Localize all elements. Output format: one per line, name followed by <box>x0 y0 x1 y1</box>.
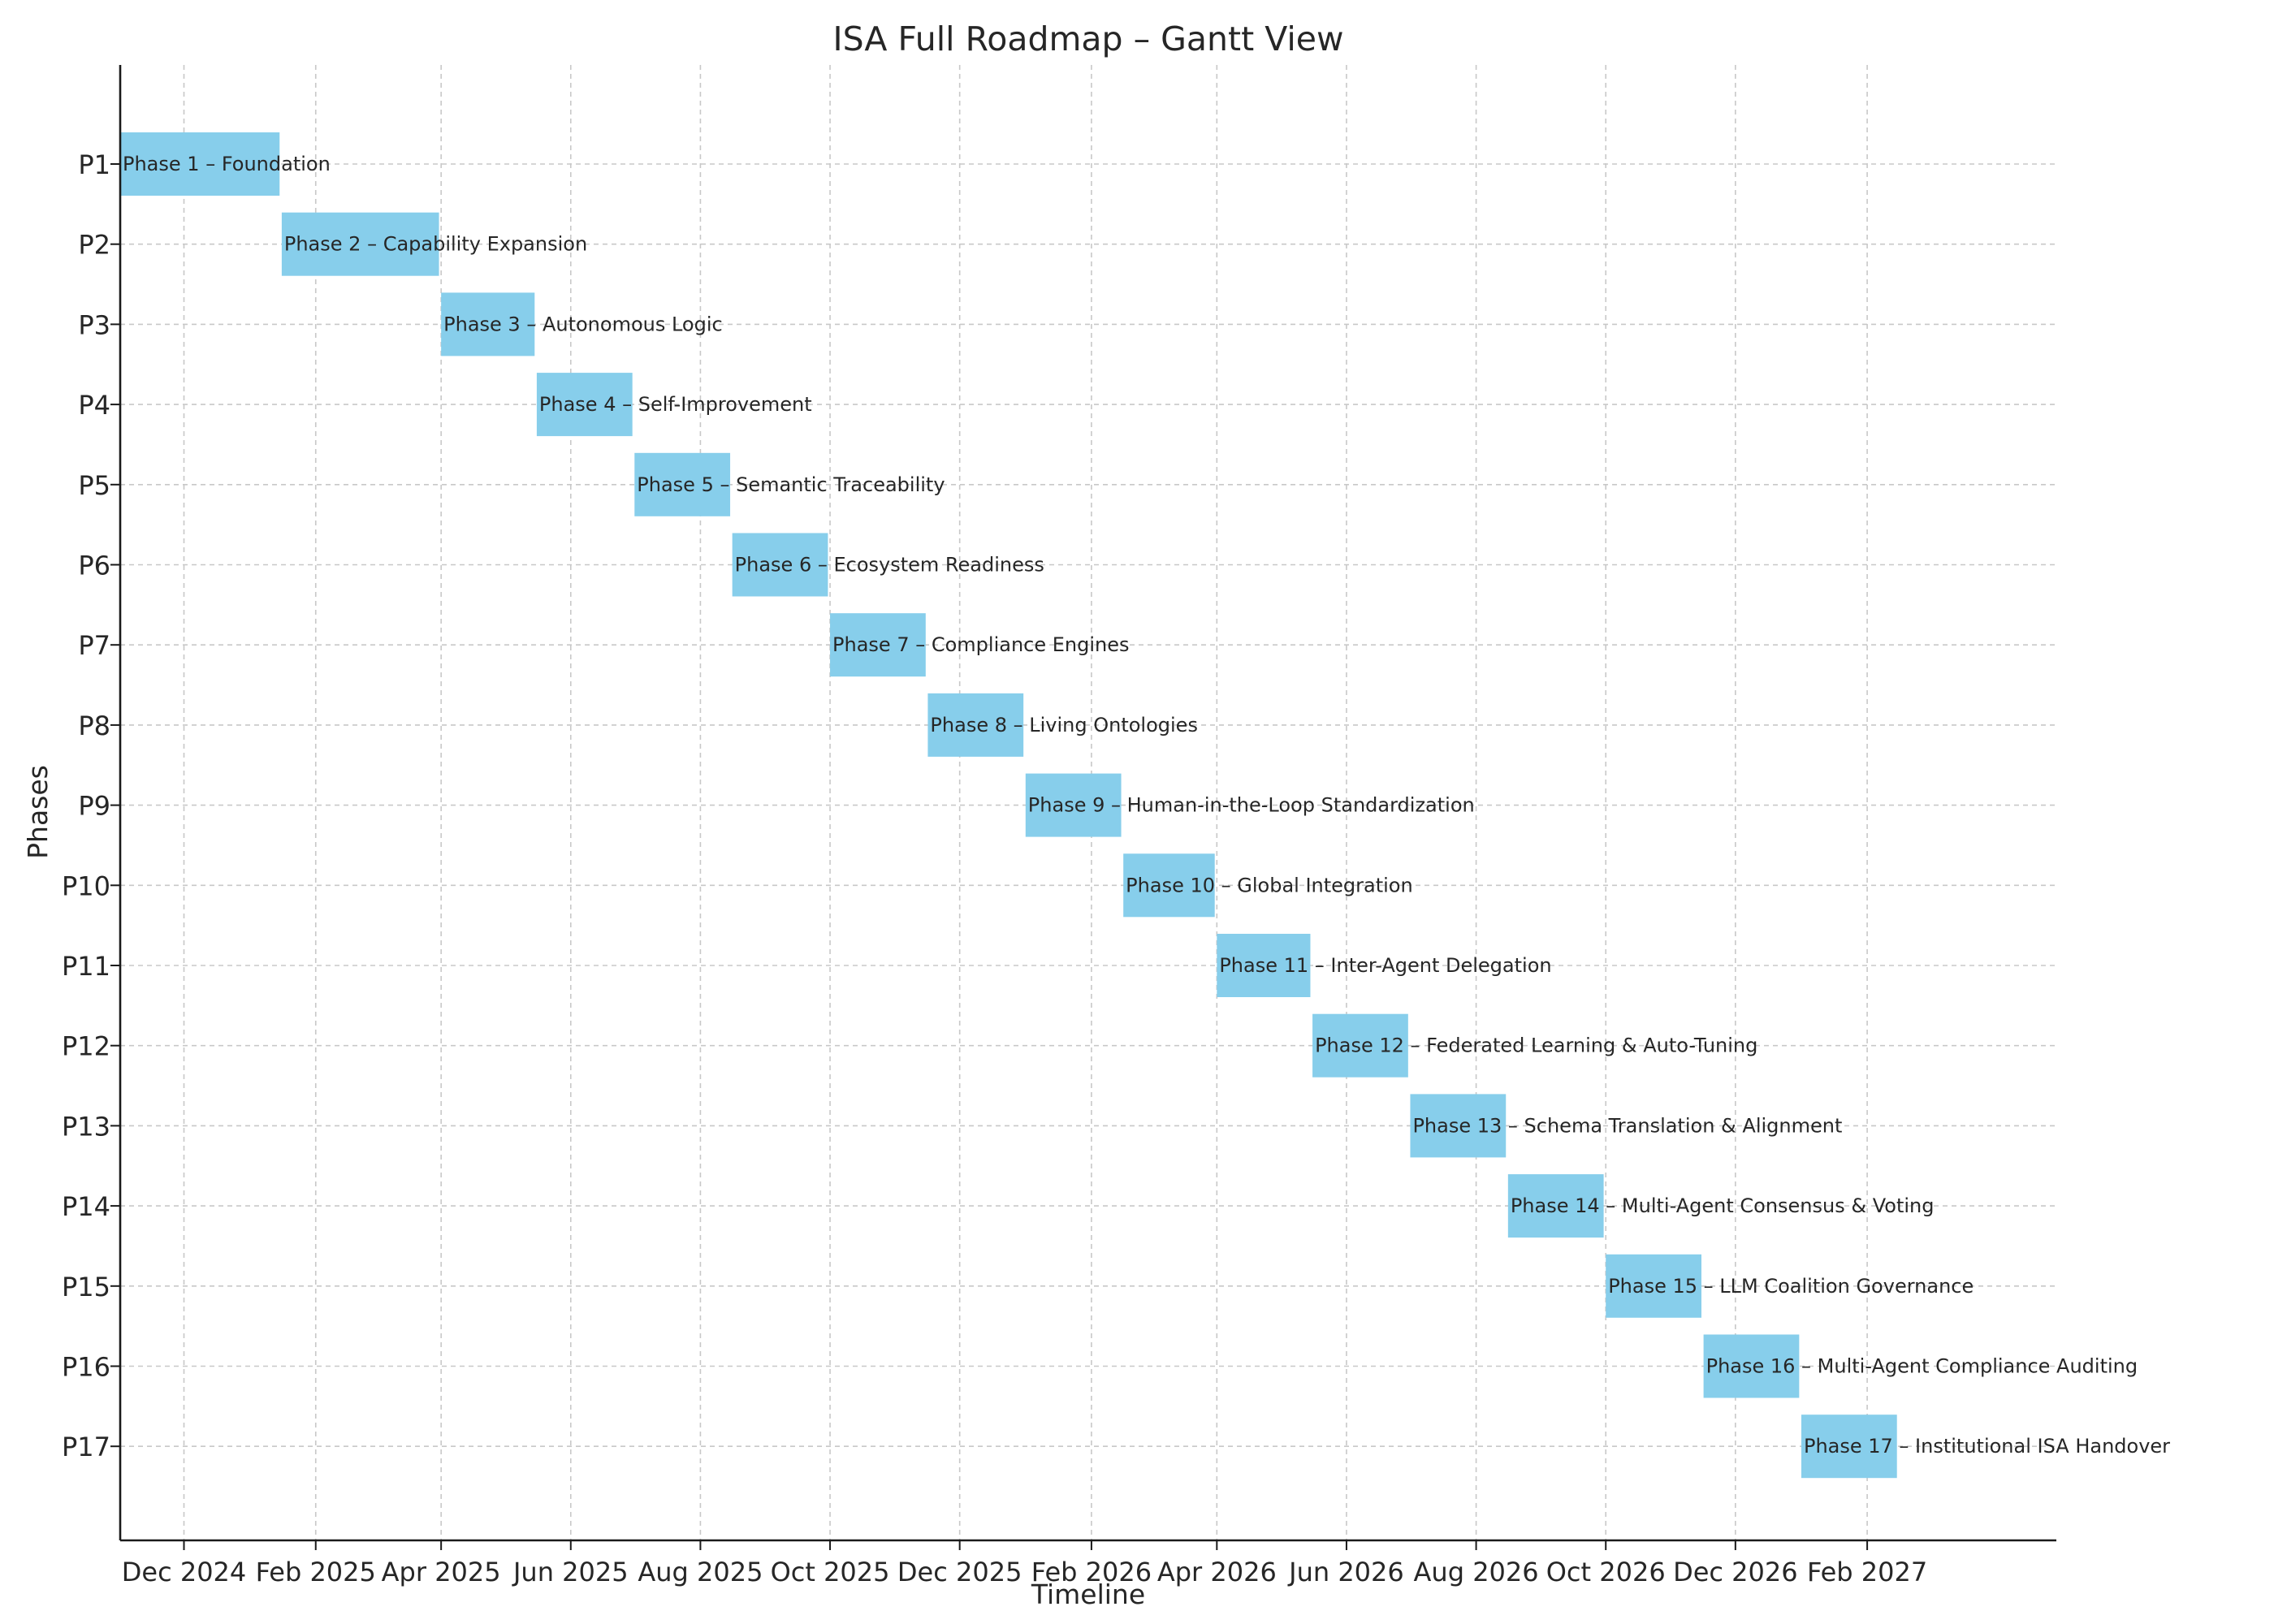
y-tick-label: P10 <box>62 870 110 901</box>
axes-spines <box>119 65 2056 1542</box>
x-tick-label: Oct 2025 <box>771 1557 890 1587</box>
gantt-bar <box>1025 773 1122 837</box>
x-tick-label: Dec 2026 <box>1673 1557 1798 1587</box>
y-tick-label: P13 <box>62 1111 110 1142</box>
x-axis-label: Timeline <box>1031 1579 1145 1610</box>
x-tick-label: Jun 2026 <box>1287 1557 1404 1587</box>
y-tick-label: P3 <box>78 309 110 340</box>
gantt-bar <box>1507 1174 1604 1238</box>
gantt-bar <box>120 132 280 196</box>
y-tick-label: P15 <box>62 1272 110 1302</box>
gantt-bar <box>927 693 1024 757</box>
y-tick-label: P12 <box>62 1031 110 1062</box>
y-tick-label: P17 <box>62 1432 110 1462</box>
x-tick-label: Dec 2025 <box>897 1557 1022 1587</box>
gantt-bar <box>1410 1094 1507 1158</box>
bar-label: Phase 4 – Self-Improvement <box>539 393 812 416</box>
gantt-bar <box>1312 1013 1408 1078</box>
x-tick-label: Aug 2025 <box>638 1557 763 1587</box>
y-tick-label: P8 <box>78 710 110 741</box>
y-tick-label: P11 <box>62 951 110 982</box>
gantt-bar <box>1217 934 1311 997</box>
gantt-bar <box>1703 1334 1800 1398</box>
x-tick-label: Apr 2025 <box>382 1557 501 1587</box>
y-tick-label: P5 <box>78 470 110 501</box>
y-tick-label: P14 <box>62 1191 110 1222</box>
x-tick-label: Jun 2025 <box>512 1557 629 1587</box>
y-axis-label: Phases <box>22 765 54 859</box>
bar-label: Phase 14 – Multi-Agent Consensus & Votin… <box>1511 1194 1935 1217</box>
bar-label: Phase 13 – Schema Translation & Alignmen… <box>1412 1114 1842 1137</box>
bar-layer: Phase 1 – Foundation Phase 2 – Capability… <box>120 132 2170 1479</box>
bar-label: Phase 9 – Human-in-the-Loop Standardizat… <box>1028 794 1475 817</box>
bar-label: Phase 5 – Semantic Traceability <box>637 473 945 496</box>
tick-layer: Dec 2024 Feb 2025 Apr 2025 Jun 2025 Aug 2025… <box>62 149 1927 1587</box>
bar-label: Phase 16 – Multi-Agent Compliance Auditi… <box>1706 1355 2138 1378</box>
y-tick-label: P2 <box>78 230 110 261</box>
gantt-bar <box>634 452 731 516</box>
y-tick-label: P7 <box>78 630 110 661</box>
bar-label: Phase 17 – Institutional ISA Handover <box>1804 1435 2170 1458</box>
gantt-bar <box>732 533 828 597</box>
x-tick-label: Aug 2026 <box>1414 1557 1539 1587</box>
bar-label: Phase 12 – Federated Learning & Auto-Tun… <box>1315 1034 1757 1057</box>
bar-label: Phase 15 – LLM Coalition Governance <box>1608 1275 1974 1298</box>
gantt-bar <box>536 373 633 437</box>
gantt-bar <box>441 292 535 356</box>
bar-label: Phase 7 – Compliance Engines <box>832 633 1129 656</box>
bar-label: Phase 11 – Inter-Agent Delegation <box>1219 954 1551 977</box>
x-tick-label: Feb 2027 <box>1807 1557 1927 1587</box>
bar-label: Phase 3 – Autonomous Logic <box>443 313 723 335</box>
bar-label: Phase 6 – Ecosystem Readiness <box>735 554 1044 577</box>
chart-title: ISA Full Roadmap – Gantt View <box>833 19 1344 58</box>
y-tick-label: P1 <box>78 149 110 180</box>
x-tick-label: Oct 2026 <box>1546 1557 1666 1587</box>
gantt-bar <box>281 212 439 276</box>
gantt-bar <box>830 613 926 677</box>
gantt-bar <box>1801 1415 1897 1479</box>
y-tick-label: P16 <box>62 1352 110 1383</box>
x-tick-label: Apr 2026 <box>1157 1557 1277 1587</box>
x-tick-label: Feb 2025 <box>256 1557 376 1587</box>
x-tick-label: Feb 2026 <box>1031 1557 1152 1587</box>
y-tick-label: P9 <box>78 791 110 822</box>
grid-layer <box>120 65 2056 1540</box>
y-tick-label: P6 <box>78 551 110 581</box>
bar-label: Phase 1 – Foundation <box>123 153 331 175</box>
bar-label: Phase 8 – Living Ontologies <box>930 714 1198 736</box>
bar-label: Phase 2 – Capability Expansion <box>284 233 587 256</box>
gantt-bar <box>1606 1254 1701 1318</box>
bar-label: Phase 10 – Global Integration <box>1126 874 1413 896</box>
x-tick-label: Dec 2024 <box>122 1557 247 1587</box>
gantt-bar <box>1123 853 1215 918</box>
y-tick-label: P4 <box>78 390 110 421</box>
